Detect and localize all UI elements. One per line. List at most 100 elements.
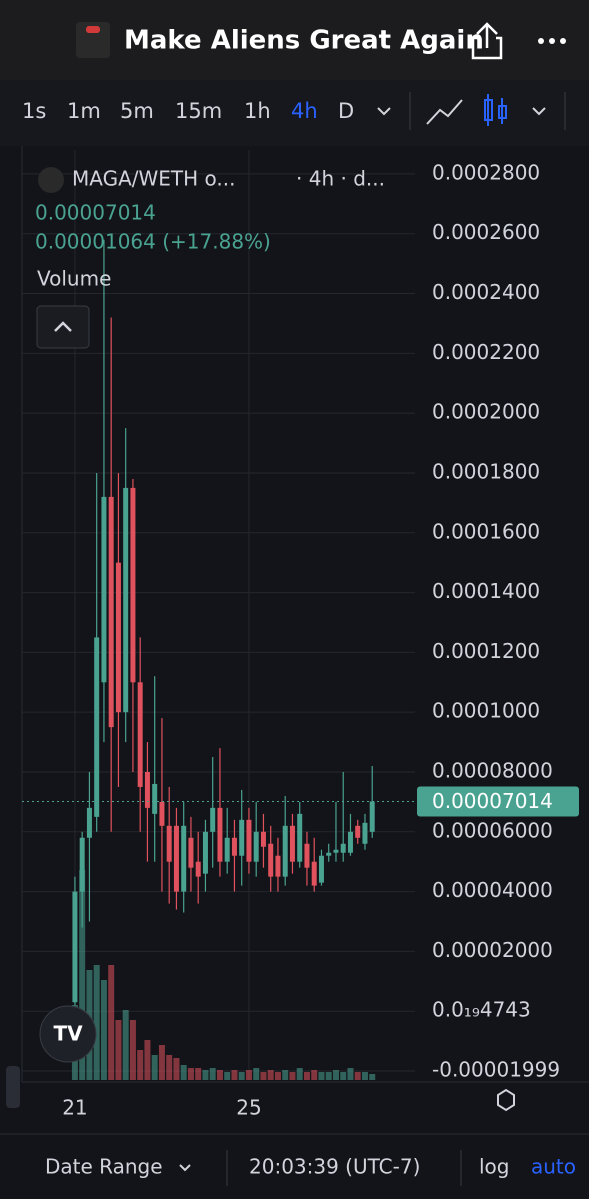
auto-toggle[interactable]: auto (531, 1155, 576, 1179)
volume-bar (180, 1065, 187, 1080)
y-tick-label: 0.0002000 (432, 400, 540, 424)
volume-bar (79, 870, 86, 1080)
dropdown-icon[interactable] (377, 107, 391, 116)
timeframe[interactable]: 1s (22, 99, 46, 123)
timeframe[interactable]: 1m (67, 99, 101, 123)
y-tick-label: 0.0001000 (432, 699, 540, 723)
volume-bar (209, 1068, 216, 1080)
timeframe[interactable]: D (338, 99, 354, 123)
y-tick-label: 0.0001200 (432, 639, 540, 663)
volume-bar (340, 1072, 347, 1080)
timeframe-active[interactable]: 4h (291, 99, 318, 123)
symbol-name[interactable]: MAGA/WETH o... (72, 167, 236, 191)
volume-bar (137, 1050, 144, 1080)
volume-bar (253, 1068, 260, 1080)
more-icon[interactable] (538, 38, 566, 44)
legend-change: 0.00001064 (+17.88%) (35, 230, 271, 254)
volume-bar (296, 1068, 303, 1080)
volume-bar (332, 1070, 339, 1080)
candle-body (268, 843, 274, 877)
volume-label: Volume (37, 267, 111, 291)
volume-bar (238, 1072, 245, 1080)
volume-bar (93, 965, 100, 1080)
volume-bar (347, 1068, 354, 1080)
y-tick-label: 0.00004000 (432, 878, 553, 902)
volume-bar (122, 1010, 129, 1080)
dropdown-icon[interactable] (532, 107, 546, 116)
candle-body (231, 837, 237, 856)
candle-body (318, 855, 324, 883)
log-toggle[interactable]: log (479, 1155, 510, 1179)
x-tick-label: 25 (236, 1096, 261, 1120)
volume-bar (100, 980, 107, 1080)
dropdown-icon (179, 1164, 191, 1172)
plot: -0.00001999 0.0₁₉4743 0.00002000 0.00004000… (22, 150, 579, 1120)
candle-body (166, 825, 172, 862)
app-logo[interactable] (76, 22, 110, 58)
volume-bar (260, 1072, 267, 1080)
candle-body (72, 891, 78, 1003)
candle-body (326, 852, 332, 856)
settings-icon[interactable] (497, 1088, 515, 1112)
candle-body (202, 831, 208, 874)
candle-body (188, 837, 194, 868)
y-tick-label: 0.0002600 (432, 220, 540, 244)
candle-icon[interactable] (484, 94, 507, 126)
clock[interactable]: 20:03:39 (UTC-7) (249, 1155, 420, 1179)
candle-body (217, 807, 223, 862)
logo-hat (86, 26, 100, 33)
candle-body (108, 496, 114, 728)
candle-body (246, 819, 252, 862)
volume-bar (325, 1072, 332, 1080)
volume-bar (318, 1072, 325, 1080)
y-tick-label: 0.0002400 (432, 280, 540, 304)
y-tick-label: 0.00008000 (432, 758, 553, 782)
candle-body (239, 819, 245, 856)
y-tick-label: 0.00002000 (432, 938, 553, 962)
volume-bar (195, 1068, 202, 1080)
candle-body (282, 825, 288, 877)
share-icon[interactable] (471, 22, 503, 60)
volume-bar (303, 1072, 310, 1080)
volume-bar (129, 1020, 136, 1080)
candle-body (123, 487, 129, 713)
tv-logo[interactable] (39, 1005, 97, 1063)
legend-price: 0.00007014 (35, 201, 156, 225)
symbol-info: · 4h · d... (296, 167, 385, 191)
volume-bar (166, 1055, 173, 1080)
line-chart-icon[interactable] (426, 99, 463, 125)
candle-body (210, 807, 216, 832)
volume-bar (202, 1070, 209, 1080)
side-tab[interactable] (6, 1066, 20, 1108)
candle-body (86, 807, 92, 838)
y-tick-label: 0.0002200 (432, 340, 540, 364)
candle-body (362, 822, 368, 844)
candle-body (173, 825, 179, 892)
y-tick-label: 0.0₁₉4743 (432, 998, 531, 1022)
volume-bar (158, 1045, 165, 1080)
volume-bar (289, 1072, 296, 1080)
candle-body (253, 831, 259, 862)
timeframe[interactable]: 5m (120, 99, 154, 123)
last-price-box (417, 786, 579, 817)
y-tick-label: 0.00006000 (432, 818, 553, 842)
date-range[interactable]: Date Range (45, 1155, 163, 1179)
collapse-button[interactable] (36, 305, 90, 349)
symbol-logo (38, 167, 64, 193)
candle-body (311, 861, 317, 886)
candle-body (289, 825, 295, 862)
y-tick-label: 0.0001600 (432, 519, 540, 543)
timeframe[interactable]: 15m (175, 99, 222, 123)
candle-body (224, 837, 230, 862)
y-tick-label: 0.0001800 (432, 459, 540, 483)
volume-bar (354, 1072, 361, 1080)
volume-bar (361, 1072, 368, 1080)
candle-body (340, 843, 346, 853)
volume-bar (108, 965, 115, 1080)
volume-bar (115, 1020, 122, 1080)
y-tick-label: -0.00001999 (432, 1057, 560, 1081)
candle-body (304, 843, 310, 868)
timeframe[interactable]: 1h (244, 99, 271, 123)
